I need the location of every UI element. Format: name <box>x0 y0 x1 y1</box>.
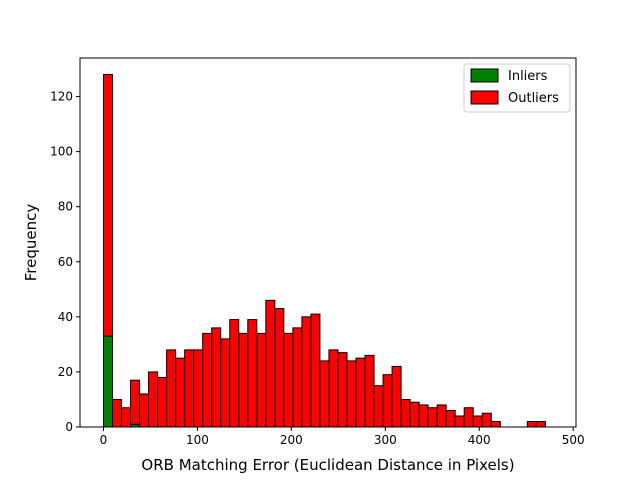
x-tick-label-300: 300 <box>374 433 397 447</box>
legend: Inliers Outliers <box>463 63 571 113</box>
bar-outliers-bin-26 <box>337 352 348 428</box>
y-tick-label-60: 60 <box>58 255 73 269</box>
legend-label-inliers: Inliers <box>508 69 548 84</box>
bar-outliers-bin-43 <box>490 420 501 428</box>
bar-outliers-bin-28 <box>355 357 366 428</box>
bar-outliers-bin-3 <box>130 379 141 425</box>
x-tick-label-0: 0 <box>100 433 108 447</box>
bar-outliers-bin-30 <box>373 385 384 428</box>
x-tick-label-100: 100 <box>186 433 209 447</box>
bar-outliers-bin-32 <box>391 365 402 428</box>
x-ticks: 0 100 200 300 400 500 <box>100 427 585 447</box>
bar-outliers-bin-22 <box>301 316 312 428</box>
y-tick-label-80: 80 <box>58 200 73 214</box>
y-tick-label-0: 0 <box>65 420 73 434</box>
bar-outliers-bin-12 <box>211 327 222 428</box>
bar-outliers-bin-13 <box>220 338 231 428</box>
bar-outliers-bin-31 <box>382 374 393 428</box>
bar-outliers-bin-41 <box>472 415 483 428</box>
y-ticks: 0 20 40 60 80 100 120 <box>50 90 80 434</box>
x-axis-label: ORB Matching Error (Euclidean Distance i… <box>141 456 514 474</box>
bar-outliers-bin-1 <box>112 398 123 428</box>
bar-outliers-bin-5 <box>148 371 159 428</box>
bar-outliers-bin-27 <box>346 360 357 428</box>
bar-outliers-bin-34 <box>409 401 420 428</box>
bar-outliers-bin-11 <box>202 332 213 428</box>
legend-swatch-outliers <box>470 90 499 105</box>
bars-group <box>102 74 546 428</box>
bar-outliers-bin-10 <box>193 349 204 428</box>
bar-outliers-bin-9 <box>184 349 195 428</box>
bar-outliers-bin-38 <box>445 409 456 428</box>
bar-outliers-bin-15 <box>238 332 249 428</box>
bar-outliers-bin-39 <box>454 415 465 428</box>
bar-outliers-bin-20 <box>283 332 294 428</box>
bar-outliers-bin-16 <box>247 319 258 428</box>
y-tick-label-120: 120 <box>50 90 73 104</box>
y-axis-label: Frequency <box>22 204 40 282</box>
bar-outliers-bin-19 <box>274 308 285 428</box>
bar-outliers-bin-18 <box>265 299 276 428</box>
bar-outliers-bin-29 <box>364 354 375 428</box>
bar-outliers-bin-37 <box>436 404 447 428</box>
bar-outliers-bin-17 <box>256 332 267 428</box>
bar-outliers-bin-2 <box>121 407 132 428</box>
y-tick-label-20: 20 <box>58 365 73 379</box>
bar-outliers-bin-24 <box>319 360 330 428</box>
bar-outliers-bin-35 <box>418 404 429 428</box>
bar-outliers-bin-33 <box>400 398 411 428</box>
bar-outliers-bin-7 <box>166 349 177 428</box>
bar-outliers-bin-25 <box>328 349 339 428</box>
bar-outliers-bin-42 <box>481 412 492 428</box>
bar-outliers-bin-0 <box>102 74 114 337</box>
y-tick-label-40: 40 <box>58 310 73 324</box>
x-tick-label-200: 200 <box>280 433 303 447</box>
x-tick-label-400: 400 <box>468 433 491 447</box>
bar-outliers-bin-14 <box>229 319 240 428</box>
bar-outliers-bin-36 <box>427 407 438 428</box>
bar-outliers-bin-21 <box>292 327 303 428</box>
bar-outliers-bin-6 <box>157 376 168 428</box>
bar-outliers-bin-48 <box>535 420 546 428</box>
bar-outliers-bin-23 <box>310 313 321 428</box>
bar-outliers-bin-47 <box>526 420 537 428</box>
bar-outliers-bin-8 <box>175 357 186 428</box>
x-tick-label-500: 500 <box>562 433 585 447</box>
legend-swatch-inliers <box>470 68 499 83</box>
bar-outliers-bin-4 <box>139 393 150 428</box>
y-tick-label-100: 100 <box>50 145 73 159</box>
plot-frame <box>79 57 577 428</box>
bar-outliers-bin-40 <box>463 407 474 428</box>
bar-inliers-bin-0 <box>102 335 114 428</box>
legend-label-outliers: Outliers <box>508 91 559 106</box>
